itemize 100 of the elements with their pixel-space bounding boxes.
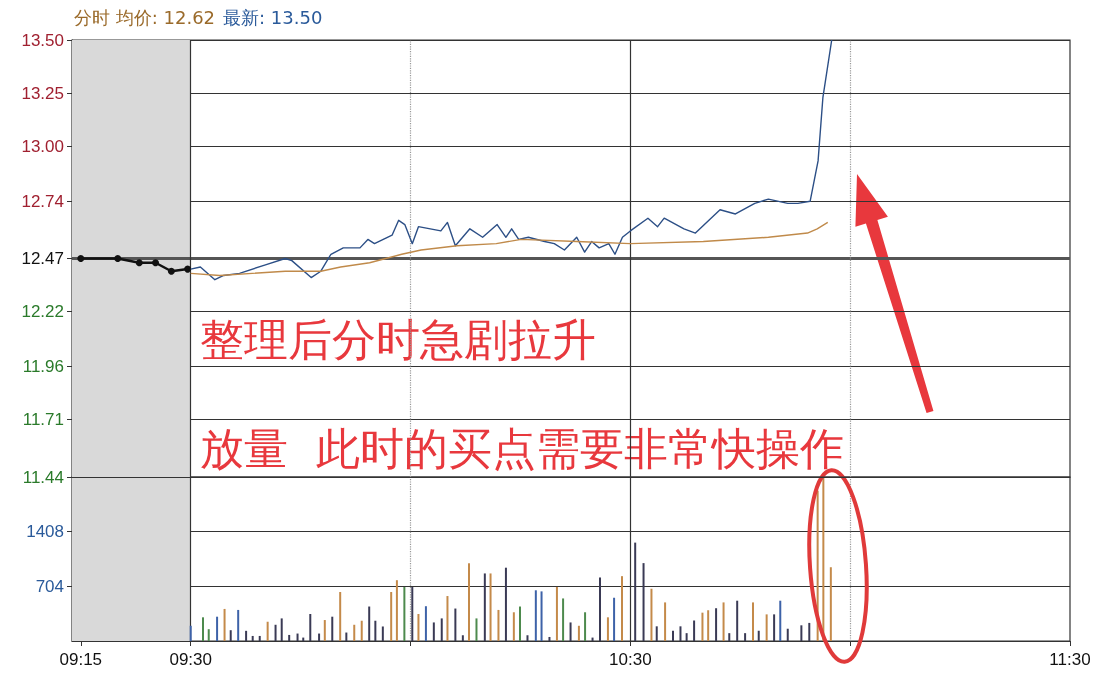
bar [744, 633, 747, 641]
bar [216, 616, 219, 641]
y-tick-label: 12.47 [21, 249, 64, 268]
bar [245, 630, 248, 641]
bar [468, 563, 470, 641]
annotation: 整理后分时急剧拉升 [200, 313, 596, 365]
bar [800, 625, 803, 641]
bar [288, 634, 291, 641]
bar [475, 618, 478, 641]
y-tick-label: 12.22 [21, 302, 64, 322]
bar [562, 598, 565, 641]
bar [672, 630, 674, 641]
bar [504, 567, 507, 641]
bar [584, 612, 587, 641]
bar [606, 617, 609, 641]
bar [353, 624, 356, 641]
bar [540, 591, 543, 641]
bar [634, 542, 637, 641]
bar [411, 586, 414, 641]
bar [440, 618, 443, 641]
bar [752, 602, 755, 641]
bar [403, 586, 406, 641]
bar [360, 620, 363, 641]
bar [621, 576, 623, 641]
bar [786, 628, 789, 641]
bar [229, 630, 232, 641]
y-tick-label: 13.25 [21, 83, 64, 103]
bar [368, 606, 371, 641]
bar [258, 635, 261, 641]
y-tick-label: 1408 [26, 522, 64, 542]
bar [512, 612, 515, 641]
bar [339, 592, 342, 641]
bar [323, 620, 326, 641]
bar [534, 590, 537, 641]
bar [395, 580, 398, 641]
bar [454, 608, 457, 641]
bar [280, 618, 283, 641]
bar [497, 609, 500, 641]
bar [829, 567, 832, 641]
bar [736, 600, 739, 641]
bar [318, 633, 321, 641]
chart-title: 分时 均价: 12.62 [74, 7, 216, 28]
bar [715, 608, 718, 641]
bar [251, 635, 254, 641]
bar [483, 573, 486, 641]
bar [664, 602, 667, 641]
y-tick-label: 13.00 [21, 136, 64, 156]
bar [722, 602, 725, 641]
bar [237, 609, 240, 641]
bar [274, 624, 277, 641]
bar [555, 586, 558, 641]
bar [822, 477, 825, 641]
bar [655, 626, 658, 641]
bar [309, 613, 312, 641]
bar [757, 630, 760, 641]
bar [548, 636, 551, 641]
bar [773, 614, 776, 641]
bar [569, 622, 572, 641]
y-tick-label: 704 [35, 576, 64, 596]
bar [390, 592, 393, 641]
bar [679, 626, 682, 641]
bar [808, 622, 811, 641]
bar [765, 614, 768, 641]
bar [331, 616, 334, 641]
x-tick-label: 11:30 [1049, 650, 1091, 669]
bar [613, 597, 616, 641]
x-tick-label: 09:30 [169, 650, 212, 669]
bar [526, 635, 529, 641]
bar [424, 606, 427, 641]
x-tick-label: 10:30 [609, 650, 652, 669]
bar [779, 600, 782, 641]
y-tick-label: 13.50 [21, 30, 64, 50]
bar [642, 563, 645, 641]
y-tick-label: 11.44 [22, 467, 64, 487]
bar [489, 573, 492, 641]
bar [189, 625, 192, 641]
bar [266, 621, 269, 641]
bar [296, 633, 299, 641]
y-tick-label: 11.96 [22, 357, 64, 377]
bar [577, 625, 580, 641]
bar [223, 608, 226, 641]
bar [599, 577, 602, 641]
chart-subtitle: 最新: 13.50 [223, 7, 323, 28]
bar [693, 620, 696, 641]
bar [685, 633, 688, 641]
bar [432, 622, 435, 641]
y-tick-label: 11.71 [22, 410, 64, 430]
bar [519, 606, 521, 641]
bar [701, 612, 704, 641]
bar [728, 633, 731, 641]
bar [202, 617, 205, 641]
bar [461, 635, 464, 641]
bar [207, 629, 210, 641]
bar [446, 596, 449, 641]
y-tick-label: 12.74 [21, 191, 64, 211]
bar [707, 610, 710, 641]
bar [650, 588, 653, 641]
bar [381, 626, 384, 641]
bar [417, 613, 420, 641]
x-tick-label: 09:15 [59, 650, 103, 669]
